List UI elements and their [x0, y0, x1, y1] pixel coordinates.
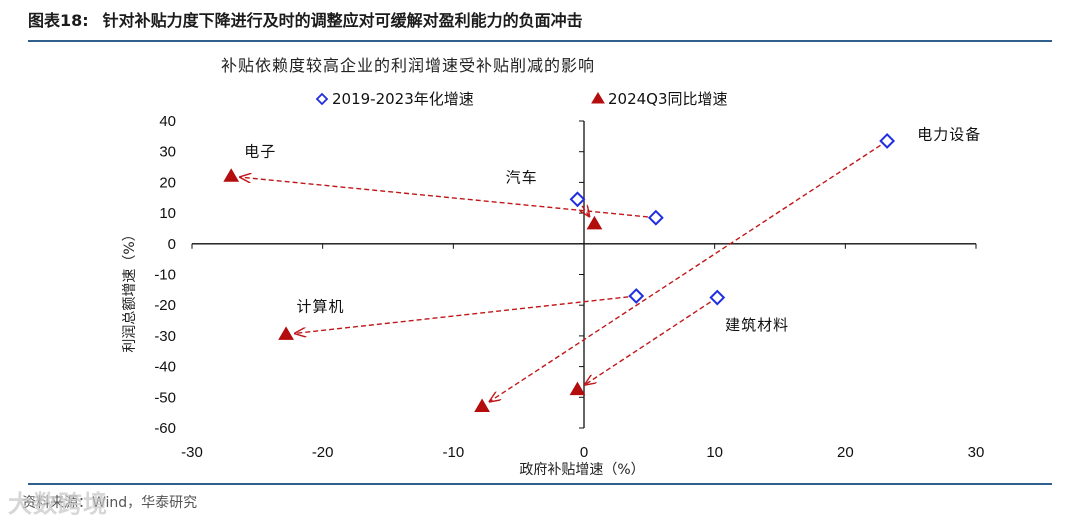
figure-title: 针对补贴力度下降进行及时的调整应对可缓解对盈利能力的负面冲击 — [102, 11, 583, 30]
y-tick-label: -20 — [154, 297, 176, 314]
source-note: 资料来源：Wind，华泰研究 — [22, 495, 198, 511]
y-tick-label: 20 — [159, 174, 176, 191]
triangle-marker — [586, 215, 603, 230]
category-annotation: 电子 — [244, 142, 276, 160]
x-tick-label: -20 — [312, 444, 334, 461]
diamond-marker — [569, 191, 586, 208]
bottom-divider — [28, 483, 1052, 485]
x-tick-label: 20 — [837, 444, 854, 461]
y-tick-label: 0 — [168, 236, 176, 253]
arrow — [582, 206, 589, 217]
diamond-marker — [628, 288, 645, 304]
legend-marker — [591, 92, 605, 104]
arrow — [585, 301, 711, 385]
figure-header: 图表18: 针对补贴力度下降进行及时的调整应对可缓解对盈利能力的负面冲击 — [28, 6, 1052, 36]
category-annotation: 建筑材料 — [725, 316, 789, 334]
y-tick-label: -40 — [154, 359, 176, 376]
y-tick-label: 40 — [159, 113, 176, 130]
watermark: 大数跨境 — [8, 490, 108, 518]
triangle-marker — [569, 381, 586, 396]
y-tick-label: 30 — [159, 144, 176, 161]
diamond-marker — [647, 209, 664, 226]
arrow — [295, 296, 629, 334]
arrow — [240, 177, 648, 218]
category-annotation: 电力设备 — [917, 125, 981, 143]
triangle-marker — [223, 168, 240, 182]
arrow — [490, 144, 881, 401]
y-tick-label: -50 — [154, 389, 176, 406]
legend: 2019-2023年化增速 2024Q3同比增速 — [315, 90, 728, 108]
axes: 40 30 20 10 0 -10 -20 -30 -40 -50 -60 -30 -20 -10 0 10 2… — [154, 113, 984, 461]
x-axis-label: 政府补贴增速（%） — [519, 462, 644, 478]
legend-label: 2024Q3同比增速 — [608, 90, 728, 108]
arrows-layer — [240, 144, 881, 401]
y-tick-label: -60 — [154, 420, 176, 437]
diamond-marker — [709, 289, 726, 306]
x-tick-label: -30 — [181, 444, 203, 461]
legend-label: 2019-2023年化增速 — [332, 90, 474, 108]
x-tick-label: -10 — [442, 444, 464, 461]
chart-title: 补贴依赖度较高企业的利润增速受补贴削减的影响 — [221, 56, 595, 75]
triangle-marker — [474, 398, 490, 413]
y-axis-label: 利润总额增速（%） — [122, 227, 138, 352]
y-tick-label: -10 — [154, 267, 176, 284]
category-annotation: 汽车 — [506, 168, 538, 186]
diamond-marker — [879, 133, 896, 149]
x-tick-label: 10 — [706, 444, 723, 461]
top-divider — [28, 40, 1052, 42]
marks-layer — [223, 133, 896, 413]
y-tick-label: 10 — [159, 205, 176, 222]
figure-label: 图表18: — [28, 11, 89, 30]
triangle-marker — [278, 326, 294, 340]
category-annotation: 计算机 — [297, 297, 345, 315]
x-tick-label: 30 — [968, 444, 985, 461]
legend-marker — [315, 92, 329, 106]
y-tick-label: -30 — [154, 328, 176, 345]
x-tick-label: 0 — [580, 444, 588, 461]
